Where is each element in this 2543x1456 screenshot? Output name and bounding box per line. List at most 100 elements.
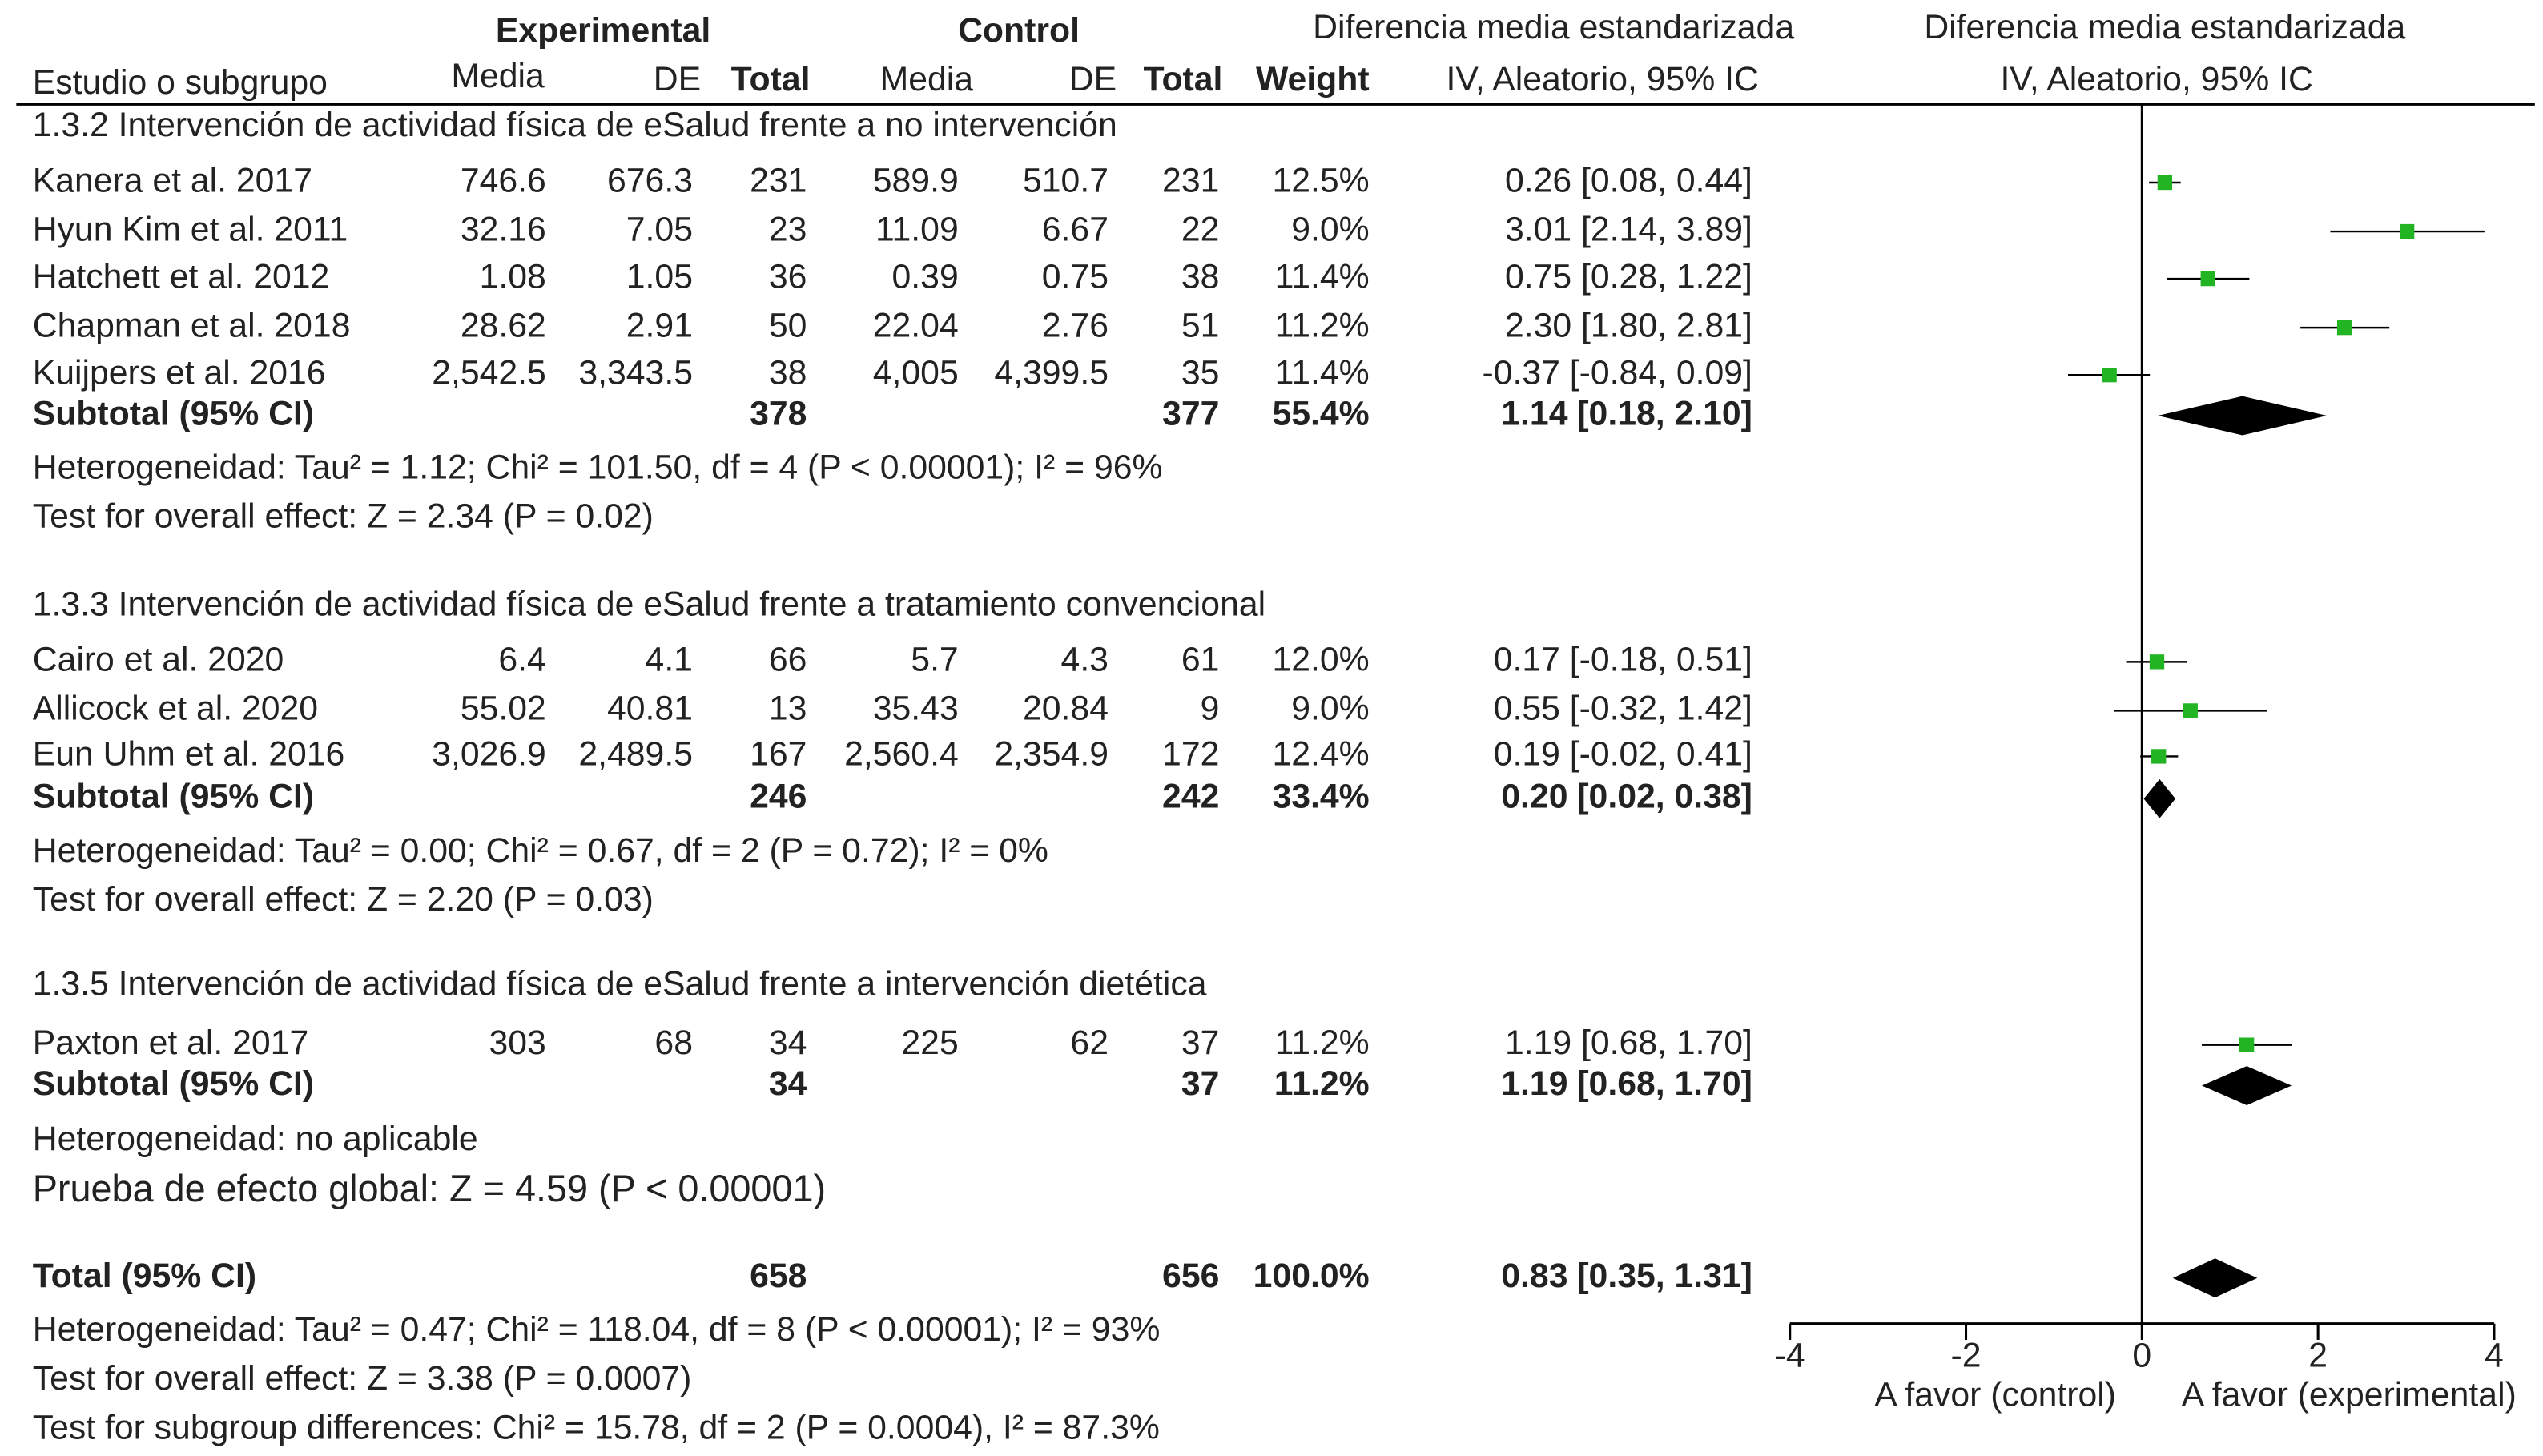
- cell: 40.81: [607, 690, 693, 728]
- cell: 37: [1181, 1064, 1220, 1103]
- cell: 2.91: [626, 306, 693, 344]
- heterogeneity: Heterogeneidad: Tau² = 0.47; Chi² = 118.…: [33, 1310, 1161, 1349]
- cell: 11.4%: [1275, 353, 1370, 392]
- plot-header: Diferencia media estandarizada: [1924, 8, 2405, 46]
- ci-label: -0.37 [-0.84, 0.09]: [1483, 353, 1752, 392]
- study-name: Kanera et al. 2017: [33, 161, 312, 199]
- overall-effect: Test for overall effect: Z = 2.20 (P = 0…: [33, 880, 654, 919]
- cell: 4,399.5: [994, 353, 1109, 392]
- subgroup-title: 1.3.2 Intervención de actividad física d…: [33, 106, 1117, 144]
- cell: 33.4%: [1272, 778, 1369, 816]
- cell: 3,343.5: [578, 353, 693, 392]
- ci-label: 0.55 [-0.32, 1.42]: [1494, 690, 1752, 728]
- point-estimate: [2399, 223, 2415, 239]
- cell: 510.7: [1023, 161, 1109, 199]
- cell: 5.7: [911, 641, 958, 679]
- summary-label: Total (95% CI): [33, 1257, 256, 1295]
- cell: 2,354.9: [994, 735, 1109, 774]
- cell: 55.4%: [1272, 394, 1369, 432]
- point-estimate: [2151, 749, 2167, 764]
- cell: 66: [769, 641, 807, 679]
- cell: 246: [750, 778, 807, 816]
- cell: 9: [1201, 690, 1220, 728]
- column-header: Total: [1144, 60, 1223, 99]
- cell: 4.3: [1061, 641, 1109, 679]
- ci-label: 0.19 [-0.02, 0.41]: [1494, 735, 1752, 774]
- column-header: Estudio o subgrupo: [33, 63, 328, 102]
- cell: 9.0%: [1291, 210, 1369, 248]
- cell: 225: [901, 1024, 958, 1062]
- cell: 2,542.5: [432, 353, 546, 392]
- column-group-header: Control: [958, 11, 1080, 50]
- cell: 38: [769, 353, 807, 392]
- summary-label: Subtotal (95% CI): [33, 394, 314, 432]
- point-estimate: [2157, 175, 2173, 191]
- x-tick-label: 0: [2132, 1337, 2151, 1375]
- plot-header: IV, Aleatorio, 95% IC: [2000, 60, 2312, 99]
- study-name: Hatchett et al. 2012: [33, 257, 330, 296]
- summary-label: Subtotal (95% CI): [33, 1064, 314, 1103]
- cell: 1.05: [626, 257, 693, 296]
- cell: 50: [769, 306, 807, 344]
- subgroup-title: 1.3.3 Intervención de actividad física d…: [33, 585, 1265, 623]
- point-estimate: [2102, 368, 2117, 383]
- cell: 167: [750, 735, 807, 774]
- x-tick-label: -2: [1951, 1337, 1982, 1375]
- cell: 22.04: [873, 306, 959, 344]
- column-header: Media: [451, 57, 545, 95]
- cell: 12.0%: [1272, 641, 1369, 679]
- cell: 0.39: [892, 257, 959, 296]
- column-header: Diferencia media estandarizada: [1313, 8, 1794, 46]
- cell: 4,005: [873, 353, 959, 392]
- x-tick-label: -4: [1775, 1337, 1805, 1375]
- cell: 6.67: [1042, 210, 1109, 248]
- summary-label: Subtotal (95% CI): [33, 778, 314, 816]
- x-axis-label: A favor (control): [1874, 1376, 2116, 1414]
- point-estimate: [2183, 703, 2198, 718]
- cell: 23: [769, 210, 807, 248]
- summary-diamond: [2172, 1258, 2258, 1298]
- cell: 61: [1181, 641, 1220, 679]
- cell: 656: [1162, 1257, 1219, 1295]
- cell: 100.0%: [1253, 1257, 1370, 1295]
- column-header: DE: [654, 60, 701, 99]
- cell: 68: [654, 1024, 693, 1062]
- x-axis-label: A favor (experimental): [2182, 1376, 2517, 1414]
- cell: 303: [489, 1024, 545, 1062]
- study-name: Paxton et al. 2017: [33, 1024, 309, 1062]
- cell: 676.3: [607, 161, 693, 199]
- cell: 51: [1181, 306, 1220, 344]
- ci-label: 1.19 [0.68, 1.70]: [1501, 1064, 1752, 1103]
- cell: 32.16: [461, 210, 546, 248]
- cell: 242: [1162, 778, 1219, 816]
- cell: 231: [750, 161, 807, 199]
- column-header: Media: [880, 60, 974, 99]
- cell: 9.0%: [1291, 690, 1369, 728]
- column-header: Weight: [1256, 60, 1370, 99]
- study-name: Allicock et al. 2020: [33, 690, 318, 728]
- cell: 34: [769, 1024, 807, 1062]
- heterogeneity: Heterogeneidad: Tau² = 0.00; Chi² = 0.67…: [33, 831, 1048, 870]
- study-name: Cairo et al. 2020: [33, 641, 284, 679]
- cell: 20.84: [1023, 690, 1109, 728]
- cell: 28.62: [461, 306, 546, 344]
- subgroup-title: 1.3.5 Intervención de actividad física d…: [33, 965, 1207, 1004]
- cell: 589.9: [873, 161, 959, 199]
- cell: 12.5%: [1272, 161, 1369, 199]
- ci-label: 1.14 [0.18, 2.10]: [1501, 394, 1752, 432]
- cell: 658: [750, 1257, 807, 1295]
- ci-label: 0.26 [0.08, 0.44]: [1505, 161, 1752, 199]
- column-header: DE: [1069, 60, 1117, 99]
- cell: 2.76: [1042, 306, 1109, 344]
- cell: 172: [1162, 735, 1219, 774]
- cell: 746.6: [461, 161, 546, 199]
- cell: 377: [1162, 394, 1219, 432]
- x-tick-label: 4: [2485, 1337, 2504, 1375]
- x-tick-label: 2: [2308, 1337, 2328, 1375]
- ci-label: 0.20 [0.02, 0.38]: [1501, 778, 1752, 816]
- subgroup-differences: Test for subgroup differences: Chi² = 15…: [33, 1408, 1160, 1446]
- cell: 35: [1181, 353, 1220, 392]
- column-group-header: Experimental: [496, 11, 710, 50]
